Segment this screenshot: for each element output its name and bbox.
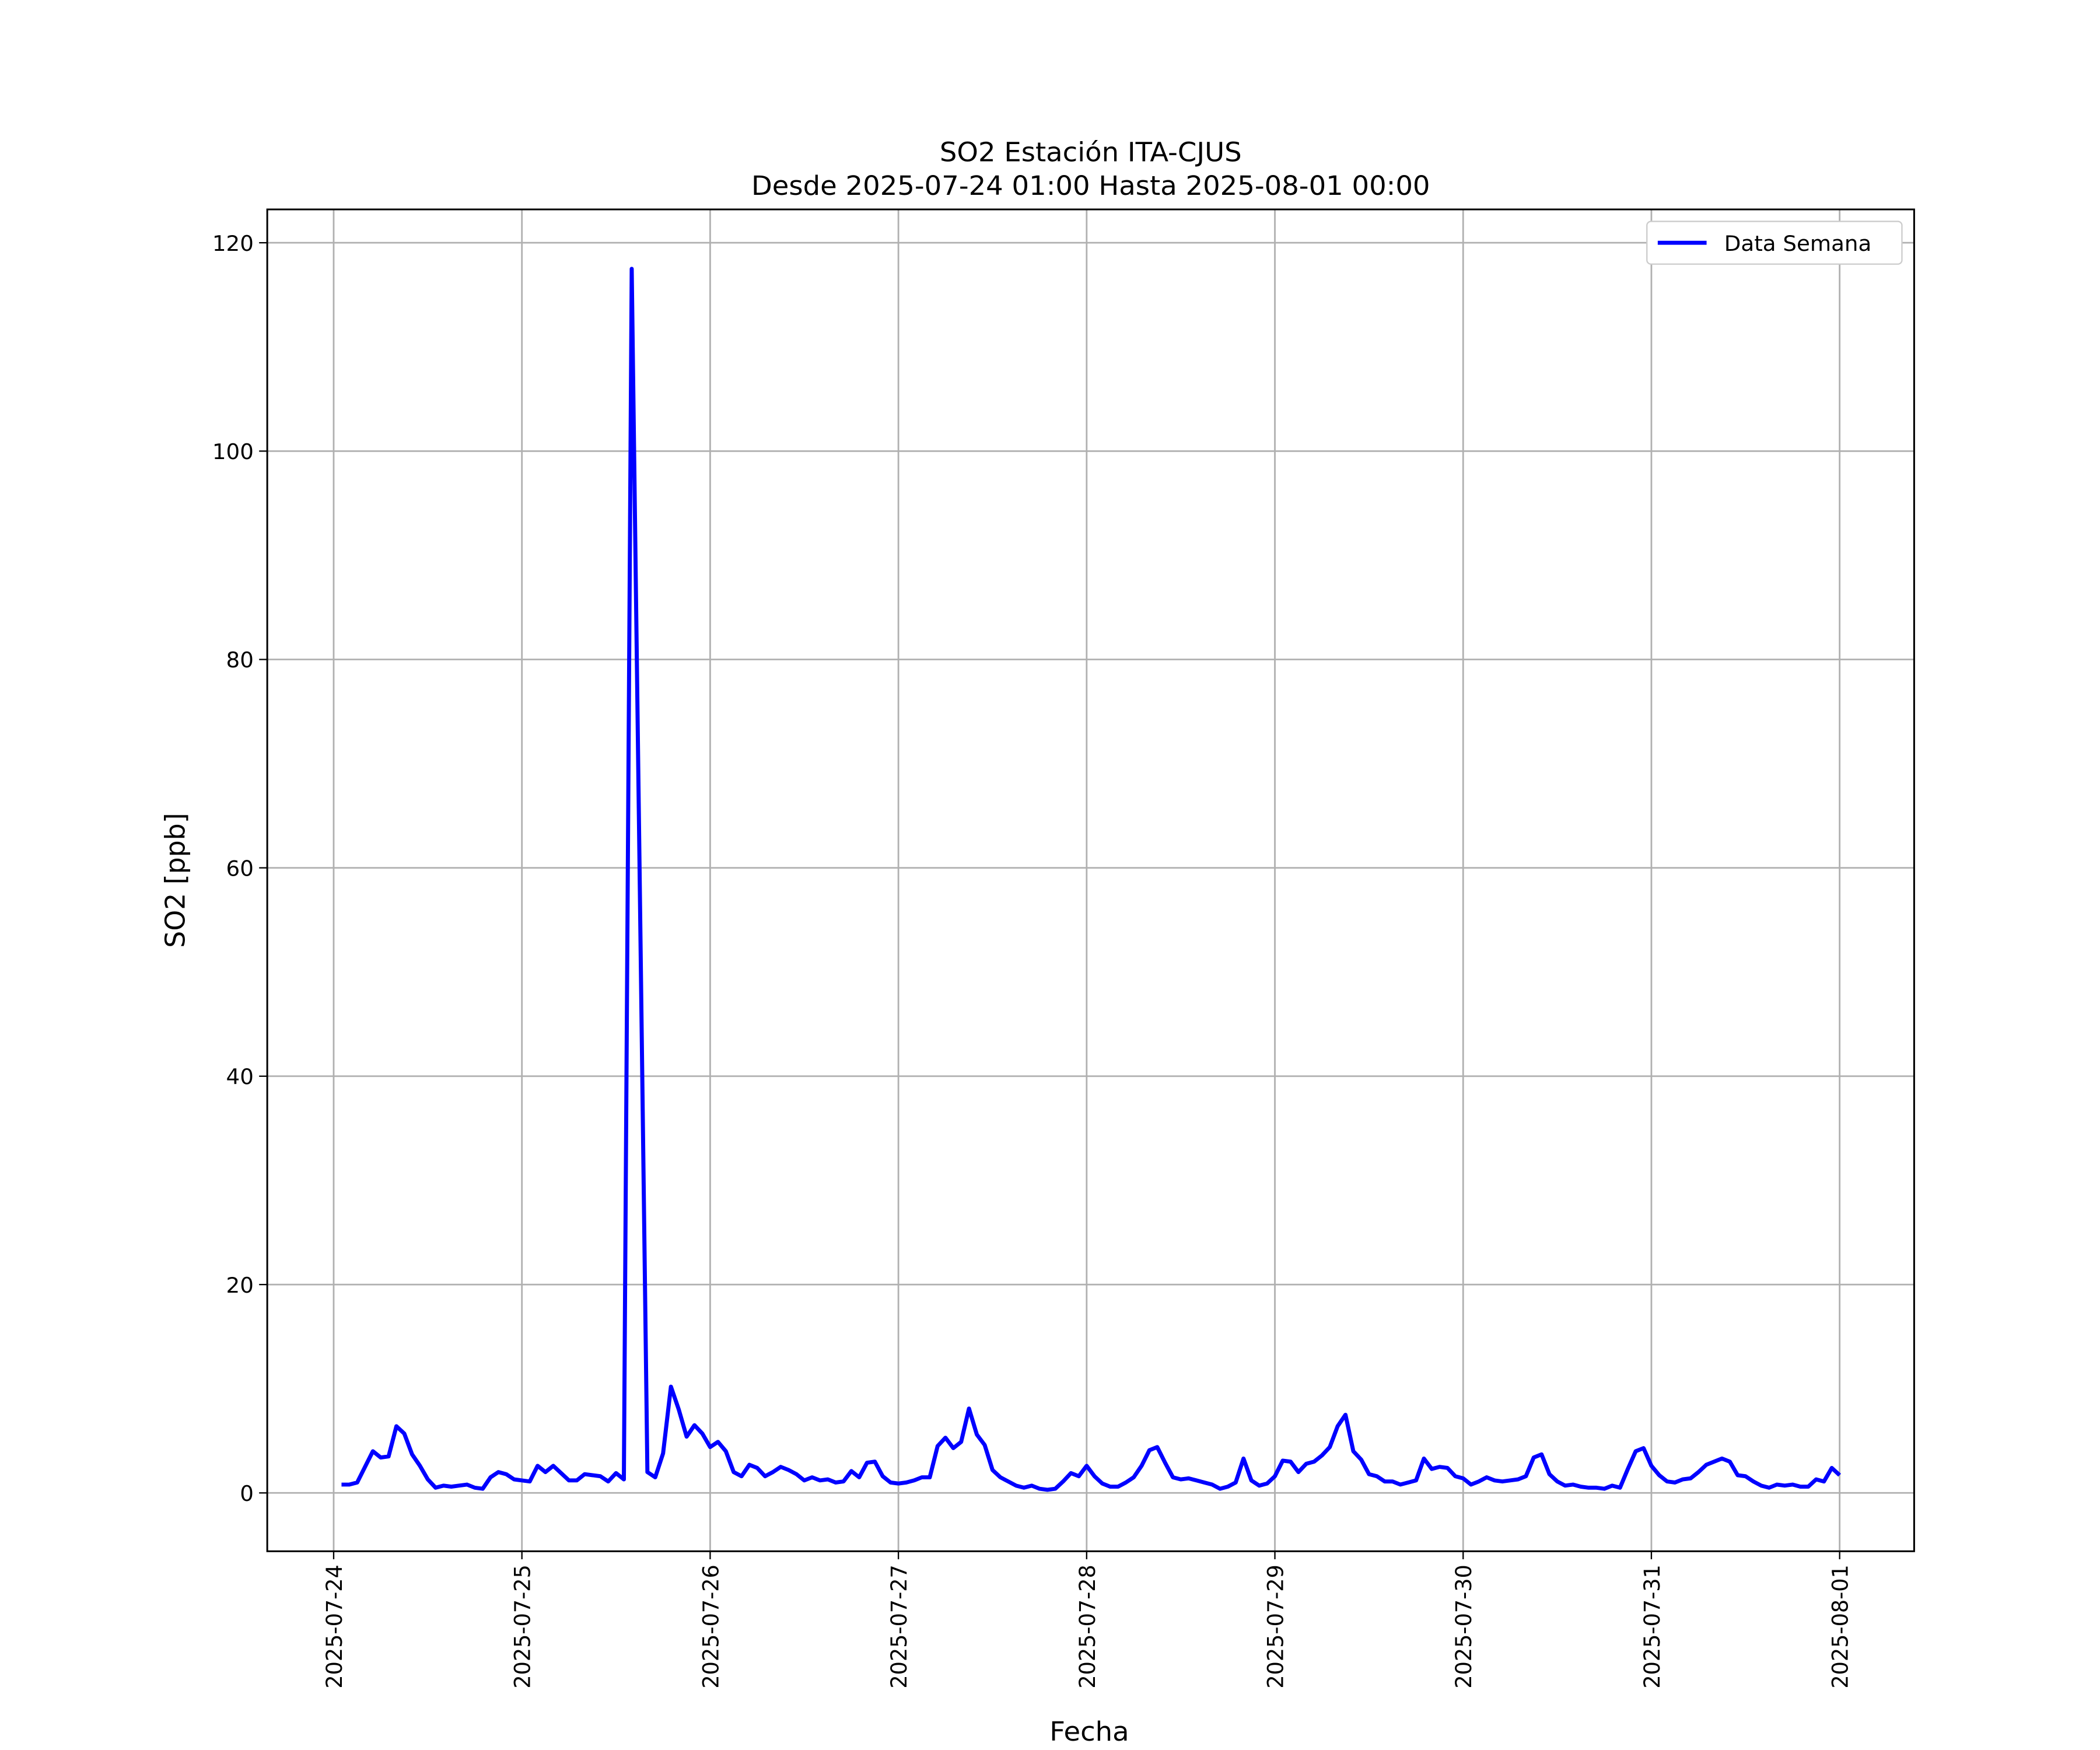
y-tick-label: 100 [212,439,254,464]
legend-label: Data Semana [1724,231,1871,256]
y-tick-label: 40 [226,1065,254,1090]
y-tick-label: 80 [226,648,254,673]
chart-subtitle: Desde 2025-07-24 01:00 Hasta 2025-08-01 … [751,170,1430,201]
data-line [341,267,1842,1492]
y-tick-label: 0 [240,1481,254,1506]
plot: 0 20 40 60 80 100 120 2025-07-24 2025-07-25 2025-… [212,208,1915,1689]
y-tick-label: 20 [226,1273,254,1298]
chart-title: SO2 Estación ITA-CJUS [940,136,1242,168]
y-tick-label: 120 [212,231,254,256]
x-tick-label: 2025-07-30 [1451,1564,1476,1688]
x-tick-label: 2025-07-26 [698,1564,723,1688]
x-tick-label: 2025-07-27 [887,1564,912,1688]
x-tick-label: 2025-07-31 [1640,1564,1665,1688]
y-axis-label: SO2 [ppb] [159,813,191,947]
x-axis-label: Fecha [1049,1716,1129,1747]
legend: Data Semana [1646,220,1903,265]
plot-frame [266,208,1915,1552]
x-tick-label: 2025-07-25 [510,1564,535,1688]
x-tick-label: 2025-07-24 [322,1564,347,1688]
y-tick-label: 60 [226,856,254,881]
x-tick-label: 2025-07-29 [1263,1564,1288,1688]
x-tick-label: 2025-07-28 [1074,1564,1100,1688]
legend-box [1646,220,1903,265]
x-tick-label: 2025-08-01 [1828,1564,1853,1688]
